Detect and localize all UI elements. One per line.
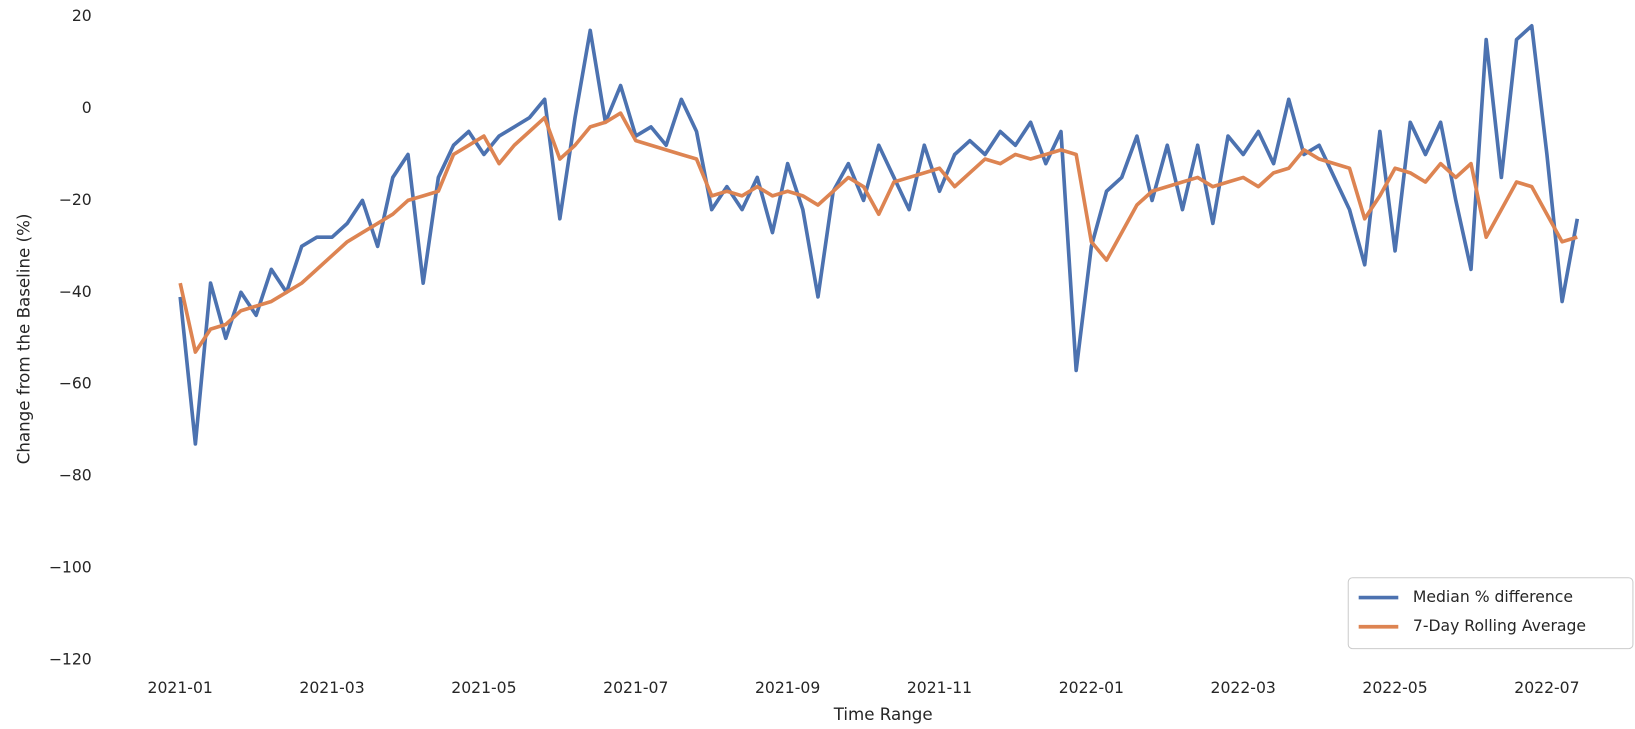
y-tick-label: −100 bbox=[49, 558, 92, 577]
x-axis-label: Time Range bbox=[833, 705, 933, 724]
legend-box bbox=[1347, 577, 1634, 650]
y-tick-label: −120 bbox=[49, 649, 92, 668]
x-tick-label: 2021-05 bbox=[451, 678, 516, 697]
x-tick-label: 2021-09 bbox=[755, 678, 820, 697]
x-tick-label: 2022-03 bbox=[1211, 678, 1276, 697]
legend: Median % difference 7-Day Rolling Average bbox=[1347, 577, 1634, 650]
x-tick-label: 2021-11 bbox=[907, 678, 972, 697]
x-tick-label: 2021-07 bbox=[603, 678, 668, 697]
x-tick-label: 2021-03 bbox=[299, 678, 364, 697]
y-tick-label: 0 bbox=[82, 98, 92, 117]
y-tick-label: 20 bbox=[72, 6, 92, 25]
x-tick-label: 2022-01 bbox=[1059, 678, 1124, 697]
data-line bbox=[178, 23, 1580, 446]
data-line bbox=[178, 111, 1578, 354]
legend-label: Median % difference bbox=[1413, 587, 1573, 606]
legend-label: 7-Day Rolling Average bbox=[1413, 616, 1586, 635]
y-tick-label: −60 bbox=[59, 374, 92, 393]
y-tick-label: −20 bbox=[59, 190, 92, 209]
y-tick-label: −40 bbox=[59, 282, 92, 301]
x-tick-label: 2022-07 bbox=[1514, 678, 1579, 697]
x-tick-label: 2021-01 bbox=[148, 678, 213, 697]
y-tick-label: −80 bbox=[59, 466, 92, 485]
x-tick-label: 2022-05 bbox=[1362, 678, 1427, 697]
y-axis-label: Change from the Baseline (%) bbox=[15, 214, 34, 465]
